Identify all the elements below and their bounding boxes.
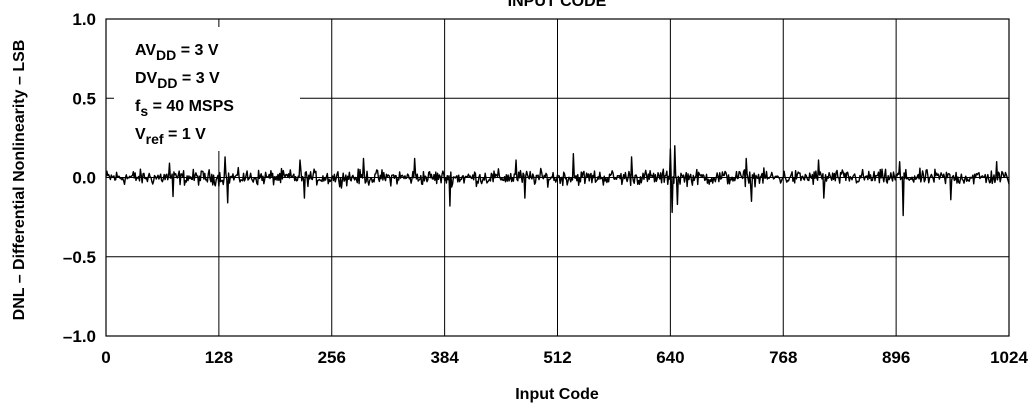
y-tick-label: 0.0 — [72, 169, 96, 188]
x-tick-label: 0 — [101, 348, 110, 367]
y-tick-label: 0.5 — [72, 89, 96, 108]
x-tick-label: 384 — [430, 348, 459, 367]
x-tick-label: 896 — [882, 348, 910, 367]
condition-annotation: fs = 40 MSPS — [135, 98, 234, 119]
condition-annotation: AVDD = 3 V — [135, 42, 219, 63]
condition-annotation: DVDD = 3 V — [135, 70, 220, 91]
x-tick-label: 128 — [205, 348, 233, 367]
y-tick-label: –1.0 — [63, 327, 96, 346]
condition-annotation: Vref = 1 V — [135, 126, 206, 147]
x-tick-label: 1024 — [990, 348, 1028, 367]
y-tick-label: –0.5 — [63, 248, 96, 267]
x-tick-label: 256 — [318, 348, 346, 367]
annotation-box — [114, 27, 300, 151]
y-tick-label: 1.0 — [72, 10, 96, 29]
dnl-series-line — [105, 145, 1010, 217]
plot-area: AVDD = 3 V DVDD = 3 V fs = 40 MSPS Vref = 1… — [105, 18, 1010, 337]
x-tick-label: 512 — [543, 348, 571, 367]
x-tick-label: 768 — [769, 348, 797, 367]
chart-title: INPUT CODE — [508, 0, 607, 10]
x-tick-label: 640 — [656, 348, 684, 367]
x-axis-label: Input Code — [515, 386, 599, 403]
y-axis-label: DNL – Differential Nonlinearity – LSB — [11, 40, 28, 321]
